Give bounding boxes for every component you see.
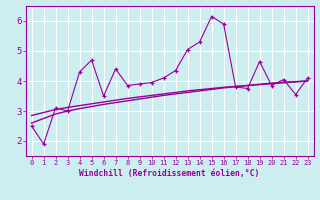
- X-axis label: Windchill (Refroidissement éolien,°C): Windchill (Refroidissement éolien,°C): [79, 169, 260, 178]
